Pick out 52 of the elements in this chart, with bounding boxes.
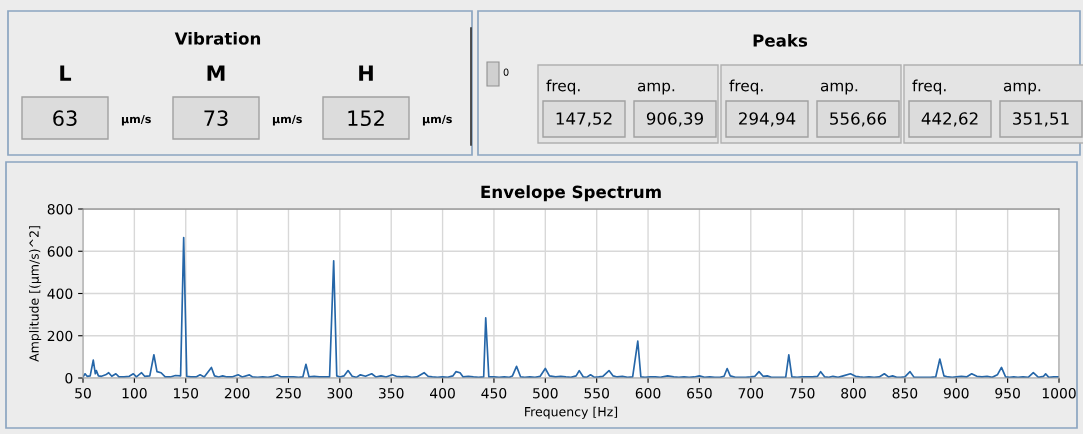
x-axis-title: Frequency [Hz] xyxy=(525,406,618,419)
x-tick-label: 350 xyxy=(379,387,404,399)
category-label: freq. xyxy=(546,79,580,95)
text: µm/s xyxy=(121,114,151,126)
y-tick-label: 400 xyxy=(47,288,73,299)
category-label: L xyxy=(60,65,72,81)
x-tick-label: 750 xyxy=(790,387,815,399)
data-label: 294,94 xyxy=(739,112,796,127)
x-tick-label: 700 xyxy=(738,387,764,399)
x-tick-label: 950 xyxy=(995,387,1020,399)
x-tick-label: 550 xyxy=(584,387,610,399)
chart-title: Envelope Spectrum xyxy=(481,185,661,202)
category-label: freq. xyxy=(912,79,946,95)
x-tick-label: 600 xyxy=(635,387,661,399)
text: 0 xyxy=(503,68,509,76)
x-tick-label: 50 xyxy=(75,387,91,399)
text: Vibration xyxy=(174,31,261,45)
x-tick-label: 450 xyxy=(481,387,507,399)
data-label: 152 xyxy=(348,110,384,127)
data-label: 442,62 xyxy=(921,112,978,127)
y-tick-label: 0 xyxy=(65,372,73,384)
data-label: 147,52 xyxy=(556,112,612,127)
x-tick-label: 400 xyxy=(430,387,455,399)
x-tick-label: 650 xyxy=(687,387,712,399)
y-tick-label: 600 xyxy=(47,246,73,257)
text: Peaks xyxy=(753,33,808,47)
x-tick-label: 500 xyxy=(533,387,558,399)
data-label: 556,66 xyxy=(830,112,887,127)
category-label: M xyxy=(207,65,225,81)
text: µm/s xyxy=(272,114,302,126)
category-label: amp. xyxy=(637,82,675,95)
data-label: 63 xyxy=(53,110,77,127)
category-label: amp. xyxy=(1003,82,1041,95)
x-tick-label: 100 xyxy=(122,387,147,399)
x-tick-label: 900 xyxy=(943,387,969,399)
text: µm/s xyxy=(422,114,452,126)
data-label: 73 xyxy=(204,110,228,127)
x-tick-label: 150 xyxy=(174,387,199,399)
x-tick-label: 800 xyxy=(841,387,866,399)
data-label: 906,39 xyxy=(646,112,703,127)
x-tick-label: 1000 xyxy=(1042,387,1076,399)
x-tick-label: 300 xyxy=(327,387,353,399)
y-tick-label: 200 xyxy=(47,330,73,342)
category-label: freq. xyxy=(729,79,763,95)
x-tick-label: 200 xyxy=(224,387,250,399)
x-tick-label: 850 xyxy=(892,387,918,399)
data-label: 351,51 xyxy=(1013,112,1069,127)
category-label: H xyxy=(359,65,373,81)
category-label: amp. xyxy=(820,82,858,95)
y-axis-title: Amplitude [(µm/s)^2] xyxy=(29,226,42,362)
x-tick-label: 250 xyxy=(276,387,301,399)
y-tick-label: 800 xyxy=(47,203,73,215)
